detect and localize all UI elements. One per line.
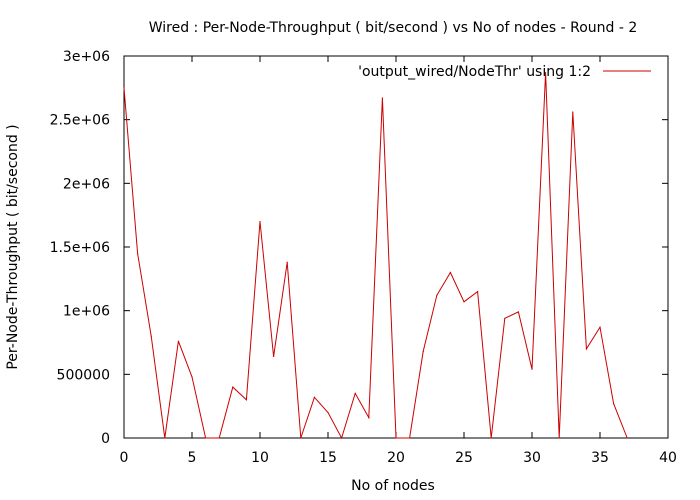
data-point — [313, 396, 315, 398]
data-point — [286, 261, 288, 263]
data-point — [218, 437, 220, 439]
x-tick-label: 35 — [591, 450, 609, 466]
y-tick-label: 2.5e+06 — [50, 113, 111, 129]
x-tick-label: 10 — [251, 450, 269, 466]
series-line — [123, 72, 628, 440]
data-point — [150, 335, 152, 337]
legend: 'output_wired/NodeThr' using 1:2 — [358, 64, 651, 80]
data-point — [463, 301, 465, 303]
data-point — [232, 386, 234, 388]
data-point — [245, 399, 247, 401]
data-point — [449, 271, 451, 274]
data-point — [123, 87, 125, 89]
data-point — [626, 437, 628, 439]
y-axis-label: Per-Node-Throughput ( bit/second ) — [5, 124, 21, 369]
data-point — [191, 376, 193, 378]
data-point — [395, 437, 397, 439]
data-point — [613, 403, 615, 405]
series-layer — [123, 72, 628, 440]
data-points — [123, 71, 628, 439]
data-point — [558, 437, 560, 439]
data-point — [599, 326, 601, 328]
y-tick-label: 3e+06 — [63, 49, 110, 65]
y-tick-label: 1.5e+06 — [50, 240, 111, 256]
data-point — [273, 355, 275, 358]
legend-label: 'output_wired/NodeThr' using 1:2 — [358, 64, 591, 80]
x-tick-label: 20 — [387, 450, 405, 466]
data-point — [205, 437, 207, 439]
plot-area-frame — [123, 55, 669, 439]
data-point — [327, 411, 329, 414]
y-tick-label: 2e+06 — [63, 176, 110, 192]
chart-title: Wired : Per-Node-Throughput ( bit/second… — [149, 20, 638, 36]
x-tick-label: 40 — [659, 450, 677, 466]
data-point — [368, 417, 370, 419]
data-point — [341, 437, 343, 439]
x-tick-label: 25 — [455, 450, 473, 466]
data-point — [585, 348, 588, 350]
x-axis-label: No of nodes — [351, 478, 435, 494]
data-point — [504, 317, 506, 319]
data-point — [490, 437, 492, 439]
data-point — [164, 437, 166, 439]
data-point — [300, 437, 302, 439]
data-point — [436, 294, 438, 296]
x-tick-label: 5 — [188, 450, 197, 466]
x-tick-label: 30 — [523, 450, 541, 466]
data-point — [477, 290, 479, 293]
data-point — [354, 392, 356, 395]
data-point — [531, 368, 533, 370]
x-tick-label: 15 — [319, 450, 337, 466]
data-point — [545, 71, 547, 74]
data-point — [517, 311, 520, 313]
y-tick-label: 500000 — [57, 367, 110, 383]
y-tick-label: 0 — [101, 431, 110, 447]
data-point — [259, 220, 261, 223]
data-point — [137, 252, 139, 254]
y-axis: 0 500000 1e+06 1.5e+06 2e+06 2.5e+06 3e+06 — [50, 49, 668, 447]
data-point — [572, 111, 574, 113]
y-tick-label: 1e+06 — [63, 304, 110, 320]
data-point — [422, 350, 424, 353]
data-point — [177, 340, 179, 342]
data-point — [381, 97, 383, 99]
x-tick-label: 0 — [120, 450, 129, 466]
x-axis: 0 5 10 15 20 25 30 35 40 — [120, 56, 677, 466]
data-point — [409, 437, 411, 439]
